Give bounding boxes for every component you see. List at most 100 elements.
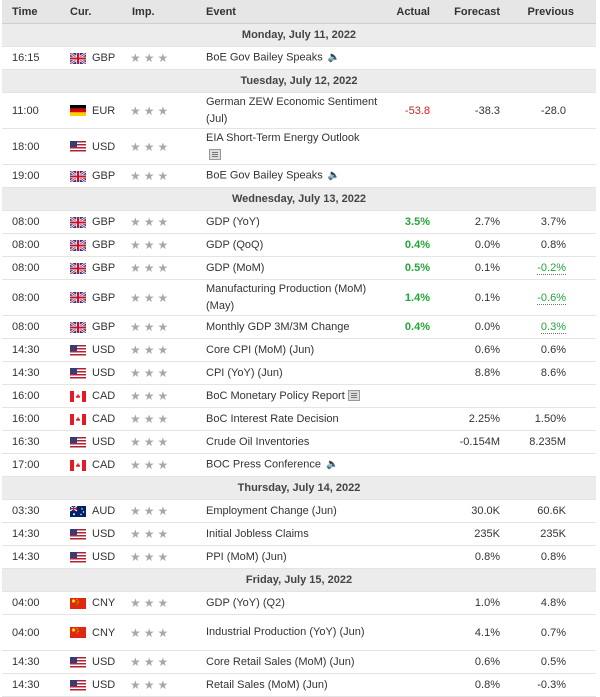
event-name-text[interactable]: Manufacturing Production (MoM) (May) [206,282,367,312]
event-name[interactable]: Crude Oil Inventories [206,430,386,454]
currency-code: GBP [92,170,116,182]
event-currency: USD [64,361,128,385]
event-actual: 0.5% [386,256,434,280]
previous-value: 0.8% [540,551,566,563]
event-row[interactable]: 16:00 CAD ★★★ BoC Monetary Policy Report [2,384,596,408]
event-row[interactable]: 08:00 GBP ★★★ GDP (YoY) 3.5% 2.7% 3.7% [2,210,596,234]
event-name[interactable]: CPI (YoY) (Jun) [206,361,386,385]
header-previous[interactable]: Previous [504,0,596,24]
event-name-text[interactable]: BoE Gov Bailey Speaks [206,51,323,64]
event-name-text[interactable]: GDP (YoY) [206,215,260,228]
event-name-text[interactable]: GDP (QoQ) [206,238,264,251]
event-forecast: 30.0K [434,499,504,523]
event-row[interactable]: 04:00 CNY ★★★ GDP (YoY) (Q2) 1.0% 4.8% [2,591,596,615]
actual-value: 3.5% [404,216,430,228]
event-row[interactable]: 14:30 USD ★★★ Core CPI (MoM) (Jun) 0.6% 0.6% [2,338,596,362]
event-row[interactable]: 11:00 EUR ★★★ German ZEW Economic Sentiment… [2,92,596,129]
event-name[interactable]: Core CPI (MoM) (Jun) [206,338,386,362]
event-row[interactable]: 03:30 AUD ★★★ Employment Change (Jun) 30.0K 6… [2,499,596,523]
event-name[interactable]: BOC Press Conference 🔈 [206,453,386,477]
event-name-text[interactable]: BoE Gov Bailey Speaks [206,169,323,182]
event-time: 04:00 [2,614,64,651]
event-forecast: 235K [434,522,504,546]
event-name[interactable]: GDP (YoY) [206,210,386,234]
event-previous [504,453,596,477]
header-importance[interactable]: Imp. [128,0,206,24]
event-name[interactable]: Monthly GDP 3M/3M Change [206,315,386,339]
event-name[interactable]: BoE Gov Bailey Speaks 🔈 [206,46,386,70]
currency-code: CAD [92,413,116,425]
speaker-icon[interactable]: 🔈 [327,52,341,64]
event-name-text[interactable]: EIA Short-Term Energy Outlook [206,131,360,144]
event-currency: USD [64,522,128,546]
event-name[interactable]: Core Retail Sales (MoM) (Jun) [206,650,386,674]
event-name[interactable]: GDP (MoM) [206,256,386,280]
event-row[interactable]: 08:00 GBP ★★★ GDP (MoM) 0.5% 0.1% -0.2% [2,256,596,280]
event-name-text[interactable]: PPI (MoM) (Jun) [206,550,287,563]
header-forecast[interactable]: Forecast [434,0,504,24]
event-name[interactable]: German ZEW Economic Sentiment (Jul) [206,92,386,129]
date-label: Thursday, July 14, 2022 [2,476,596,500]
event-time: 11:00 [2,92,64,129]
event-row[interactable]: 14:30 USD ★★★ Initial Jobless Claims 235K 235… [2,522,596,546]
event-name-text[interactable]: Core Retail Sales (MoM) (Jun) [206,655,355,668]
event-row[interactable]: 08:00 GBP ★★★ Manufacturing Production (MoM… [2,279,596,316]
header-currency[interactable]: Cur. [64,0,128,24]
event-forecast: 4.1% [434,614,504,651]
event-row[interactable]: 19:00 GBP ★★★ BoE Gov Bailey Speaks 🔈 [2,164,596,188]
event-previous: 8.6% [504,361,596,385]
event-name-text[interactable]: BoC Monetary Policy Report [206,389,345,402]
event-name[interactable]: Industrial Production (YoY) (Jun) [206,614,386,651]
speaker-icon[interactable]: 🔈 [327,170,341,182]
event-row[interactable]: 14:30 USD ★★★ CPI (YoY) (Jun) 8.8% 8.6% [2,361,596,385]
event-name-text[interactable]: Monthly GDP 3M/3M Change [206,320,350,333]
event-name[interactable]: BoC Monetary Policy Report [206,384,386,408]
event-name-text[interactable]: GDP (MoM) [206,261,265,274]
report-icon[interactable] [347,390,360,402]
event-name-text[interactable]: BoC Interest Rate Decision [206,412,339,425]
event-name[interactable]: BoE Gov Bailey Speaks 🔈 [206,164,386,188]
event-name[interactable]: GDP (YoY) (Q2) [206,591,386,615]
event-row[interactable]: 14:30 USD ★★★ Core Retail Sales (MoM) (Jun)… [2,650,596,674]
event-row[interactable]: 16:15 GBP ★★★ BoE Gov Bailey Speaks 🔈 [2,46,596,70]
event-row[interactable]: 17:00 CAD ★★★ BOC Press Conference 🔈 [2,453,596,477]
event-name[interactable]: Retail Sales (MoM) (Jun) [206,673,386,697]
event-row[interactable]: 08:00 GBP ★★★ GDP (QoQ) 0.4% 0.0% 0.8% [2,233,596,257]
speaker-icon[interactable]: 🔈 [325,459,339,471]
event-currency: CAD [64,453,128,477]
header-event[interactable]: Event [206,0,386,24]
event-name-text[interactable]: GDP (YoY) (Q2) [206,596,285,609]
event-name[interactable]: GDP (QoQ) [206,233,386,257]
event-row[interactable]: 04:00 CNY ★★★ Industrial Production (YoY) (… [2,614,596,651]
report-icon[interactable] [209,149,221,161]
event-actual [386,407,434,431]
event-row[interactable]: 08:00 GBP ★★★ Monthly GDP 3M/3M Change 0.4% 0… [2,315,596,339]
event-name[interactable]: Manufacturing Production (MoM) (May) [206,279,386,316]
event-name[interactable]: PPI (MoM) (Jun) [206,545,386,569]
event-name[interactable]: EIA Short-Term Energy Outlook [206,128,386,165]
event-name[interactable]: Employment Change (Jun) [206,499,386,523]
event-forecast: -0.154M [434,430,504,454]
event-row[interactable]: 18:00 USD ★★★ EIA Short-Term Energy Outlook [2,128,596,165]
event-name-text[interactable]: Retail Sales (MoM) (Jun) [206,678,328,691]
event-name-text[interactable]: Industrial Production (YoY) (Jun) [206,626,365,638]
previous-value: 4.8% [540,597,566,609]
header-time[interactable]: Time [2,0,64,24]
event-name-text[interactable]: German ZEW Economic Sentiment (Jul) [206,95,378,125]
event-currency: GBP [64,315,128,339]
currency-code: USD [92,367,116,379]
event-row[interactable]: 14:30 USD ★★★ PPI (MoM) (Jun) 0.8% 0.8% [2,545,596,569]
event-name-text[interactable]: BOC Press Conference [206,458,321,471]
event-name-text[interactable]: CPI (YoY) (Jun) [206,366,283,379]
event-name[interactable]: Initial Jobless Claims [206,522,386,546]
event-row[interactable]: 16:00 CAD ★★★ BoC Interest Rate Decision 2.2… [2,407,596,431]
event-name[interactable]: BoC Interest Rate Decision [206,407,386,431]
event-row[interactable]: 16:30 USD ★★★ Crude Oil Inventories -0.154M 8… [2,430,596,454]
event-row[interactable]: 14:30 USD ★★★ Retail Sales (MoM) (Jun) 0.8% -… [2,673,596,697]
event-time: 19:00 [2,164,64,188]
event-name-text[interactable]: Initial Jobless Claims [206,527,309,540]
header-actual[interactable]: Actual [386,0,434,24]
event-name-text[interactable]: Core CPI (MoM) (Jun) [206,343,315,356]
event-name-text[interactable]: Employment Change (Jun) [206,504,337,517]
event-name-text[interactable]: Crude Oil Inventories [206,435,310,448]
